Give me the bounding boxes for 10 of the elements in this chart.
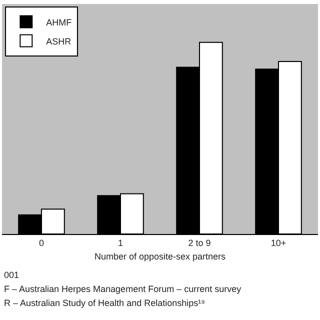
text: F – Australian Herpes Management Forum – current survey (4, 284, 242, 294)
legend-label: ASHR (46, 36, 72, 46)
x-tick-label: 0 (38, 238, 44, 248)
x-axis-title: Number of opposite-sex partners (94, 252, 226, 262)
legend-label: AHMF (46, 17, 72, 28)
x-tick-label: 2 to 9 (188, 238, 211, 248)
x-tick-label: 10+ (270, 238, 286, 248)
text: R – Australian Study of Health and Relationships¹⁹ (4, 298, 206, 308)
x-tick-label: 1 (118, 238, 124, 248)
text: 001 (4, 270, 20, 280)
